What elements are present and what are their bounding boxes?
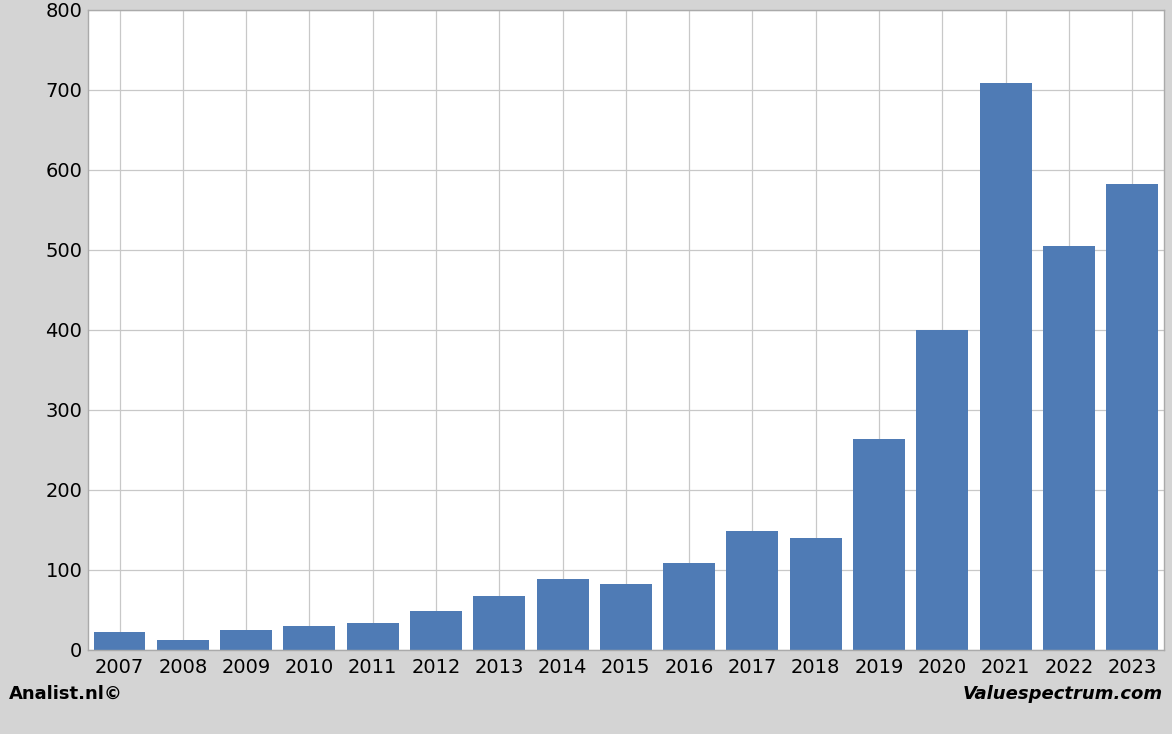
Bar (1043, 246, 1095, 650)
Bar (473, 596, 525, 650)
Bar (917, 330, 968, 650)
Bar (790, 537, 841, 650)
Text: Valuespectrum.com: Valuespectrum.com (962, 685, 1163, 702)
Bar (410, 611, 462, 650)
Bar (663, 563, 715, 650)
Bar (220, 630, 272, 650)
Bar (600, 584, 652, 650)
Bar (853, 439, 905, 650)
Bar (94, 632, 145, 650)
Bar (980, 83, 1031, 650)
Bar (727, 531, 778, 650)
Bar (1106, 184, 1158, 650)
Bar (347, 623, 398, 650)
Bar (284, 625, 335, 650)
Bar (157, 640, 209, 650)
Bar (537, 579, 588, 650)
Text: Analist.nl©: Analist.nl© (9, 685, 123, 702)
